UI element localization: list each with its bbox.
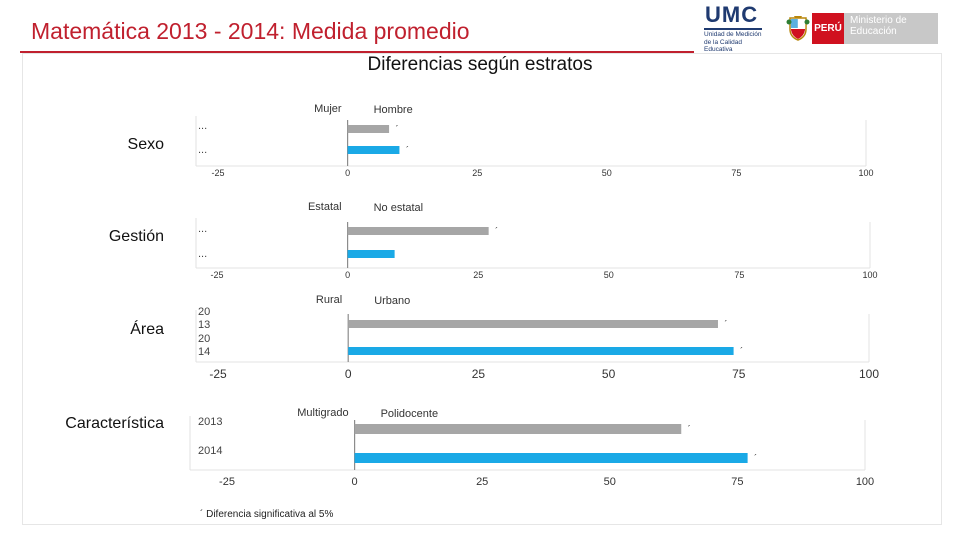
row-label: ... [198, 223, 208, 235]
bar-2013 [347, 227, 489, 235]
bar-2014 [347, 250, 395, 258]
right-category-label: Polidocente [381, 408, 439, 420]
footnote: ´ Diferencia significativa al 5% [200, 509, 334, 520]
chart-subtitle: Diferencias según estratos [367, 54, 593, 75]
tick-label: 50 [602, 168, 612, 178]
row-label: 20 14 [198, 333, 211, 358]
tick-label: 0 [345, 168, 350, 178]
tick-label: 0 [345, 367, 352, 381]
row-label: ... [198, 144, 208, 156]
significance-mark: ´ [495, 226, 498, 236]
chart-panel [22, 53, 942, 525]
tick-label: -25 [210, 270, 223, 280]
section-label: Sexo [127, 136, 164, 153]
left-category-label: Mujer [314, 103, 342, 115]
tick-label: 75 [731, 476, 743, 488]
tick-label: 25 [473, 270, 483, 280]
tick-label: 0 [352, 476, 358, 488]
tick-label: 100 [856, 476, 874, 488]
tick-label: 25 [472, 367, 486, 381]
section-label: Gestión [108, 228, 164, 245]
significance-mark: ´ [688, 424, 691, 434]
bar-2014 [347, 146, 400, 154]
peru-logo: PERÚ [812, 13, 844, 44]
significance-mark: ´ [396, 124, 399, 134]
row-label: 2013 [198, 416, 223, 428]
tick-label: 25 [472, 168, 482, 178]
bar-2013 [354, 424, 682, 434]
tick-label: 25 [476, 476, 488, 488]
bar-2013 [348, 320, 718, 328]
tick-label: 75 [732, 367, 746, 381]
tick-label: 100 [862, 270, 877, 280]
tick-label: -25 [219, 476, 235, 488]
section-label: Característica [65, 415, 164, 432]
left-category-label: Multigrado [297, 407, 348, 419]
row-label: ... [198, 120, 208, 132]
tick-label: 100 [858, 168, 873, 178]
tick-label: 50 [602, 367, 616, 381]
row-label: ... [198, 248, 208, 260]
tick-label: 0 [345, 270, 350, 280]
bar-2013 [347, 125, 390, 133]
significance-mark: ´ [740, 346, 743, 356]
significance-mark: ´ [406, 145, 409, 155]
bar-2014 [354, 453, 748, 463]
left-category-label: Rural [316, 294, 342, 306]
umc-logo: UMC [705, 2, 759, 27]
left-category-label: Estatal [308, 201, 342, 213]
title-underline [20, 51, 694, 53]
tick-label: 50 [604, 476, 616, 488]
ministry-label: Ministerio de Educación [850, 15, 907, 37]
significance-mark: ´ [724, 319, 727, 329]
tick-label: -25 [209, 367, 227, 381]
page-title: Matemática 2013 - 2014: Medida promedio [31, 18, 470, 44]
umc-logo-subtitle: Unidad de Medición de la Calidad Educati… [704, 31, 762, 53]
umc-logo-divider [704, 28, 762, 30]
tick-label: 75 [731, 168, 741, 178]
tick-label: 75 [734, 270, 744, 280]
tick-label: -25 [211, 168, 224, 178]
section-label: Área [130, 321, 164, 338]
row-label: 20 13 [198, 306, 211, 331]
significance-mark: ´ [754, 453, 757, 463]
right-category-label: Urbano [374, 295, 410, 307]
right-category-label: No estatal [374, 202, 424, 214]
coat-of-arms-icon [786, 16, 810, 41]
tick-label: 50 [604, 270, 614, 280]
tick-label: 100 [859, 367, 879, 381]
right-category-label: Hombre [374, 104, 413, 116]
bar-2014 [348, 347, 734, 355]
row-label: 2014 [198, 445, 223, 457]
